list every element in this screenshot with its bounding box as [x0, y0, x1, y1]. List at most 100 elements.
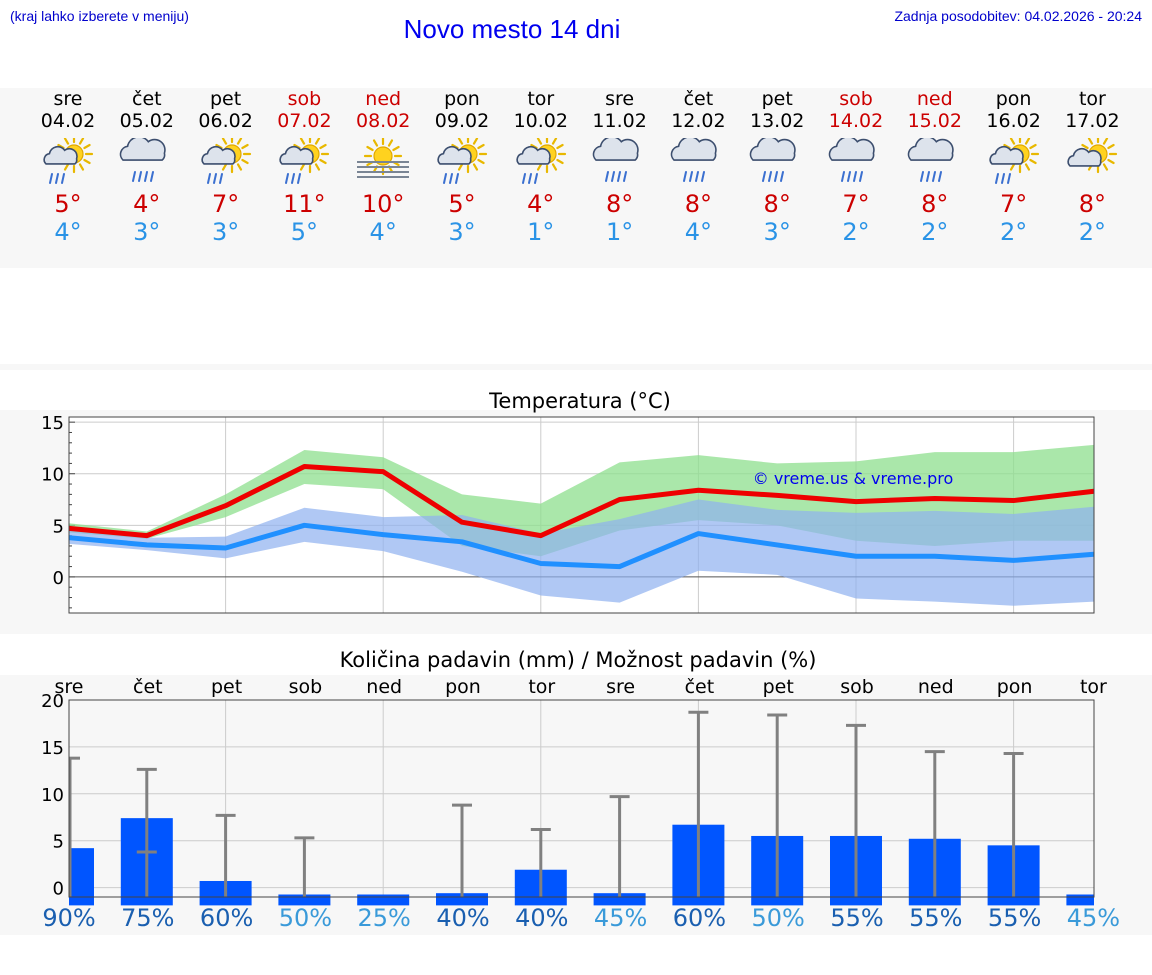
rain-drop: [1000, 173, 1005, 184]
y-tick-label: 0: [53, 568, 64, 589]
rain-drop: [683, 171, 688, 182]
sun-fog-icon: [357, 138, 410, 178]
rain-drop: [443, 173, 447, 184]
day-forecast: čet 12.02 8° 4°: [658, 88, 738, 246]
sun-ray: [472, 138, 479, 145]
x-category-label: sob: [289, 676, 323, 698]
sun-cloud-rain-icon: [989, 138, 1039, 184]
day-date: 05.02: [119, 110, 174, 132]
day-forecast: pon 09.02 5° 3°: [422, 88, 502, 246]
x-category-label: ned: [366, 676, 402, 698]
precip-bar: [69, 848, 94, 906]
rain-drop: [149, 171, 154, 182]
day-date: 09.02: [434, 110, 490, 132]
day-date: 16.02: [986, 110, 1041, 132]
rain-drop: [212, 173, 217, 184]
sun-cloud-rain-icon: [201, 138, 251, 184]
sun-ray: [315, 138, 321, 145]
temp-min: 5°: [290, 218, 319, 246]
rain-drop: [218, 173, 223, 184]
x-category-label: čet: [133, 676, 163, 698]
x-category-label: sre: [55, 676, 84, 698]
sun-ray: [236, 163, 242, 171]
day-name: tor: [527, 88, 555, 110]
temp-max: 8°: [605, 190, 634, 218]
temp-max: 7°: [999, 190, 1028, 218]
temp-max: 8°: [921, 190, 949, 218]
sun-cloud-rain-icon: [437, 138, 488, 184]
day-date: 07.02: [277, 110, 332, 132]
rain-drop: [143, 171, 148, 182]
rain-drop: [695, 171, 700, 182]
day-forecast: pet 06.02 7° 3°: [186, 88, 266, 246]
precip-bar: [593, 893, 646, 906]
day-forecast: tor 17.02 8° 2°: [1052, 88, 1132, 246]
rain-drop: [61, 173, 65, 184]
temp-max: 4°: [133, 190, 161, 218]
temp-max: 5°: [54, 190, 82, 218]
day-date: 15.02: [907, 110, 962, 132]
sun-ray: [1024, 163, 1030, 171]
sun-cloud-rain-icon: [516, 138, 566, 184]
temp-min: 2°: [999, 218, 1028, 246]
sun-ray: [477, 158, 485, 165]
sun-ray: [315, 163, 321, 171]
daily-forecast: sre 04.02 5° 4° čet 05.02 4° 3° pet 06.02 7° 3° sob 0…: [0, 88, 1152, 268]
rain-drop: [853, 171, 857, 182]
sun-ray: [477, 143, 485, 150]
rain-drop: [285, 173, 290, 184]
day-name: pon: [444, 88, 480, 110]
cloud-rain-icon: [907, 138, 954, 182]
sun-cloud-rain-icon: [201, 138, 251, 184]
precip-chart-title: Količina padavin (mm) / Možnost padavin …: [340, 648, 817, 672]
sun-ray: [457, 163, 464, 171]
rain-drop: [297, 173, 302, 184]
x-category-label: pet: [763, 676, 794, 698]
rain-drop: [616, 171, 621, 182]
day-forecast: pet 13.02 8° 3°: [737, 88, 817, 246]
sun-ray: [83, 143, 91, 150]
cloud-rain-icon: [671, 138, 718, 182]
sun-ray: [63, 138, 70, 145]
sun-ray: [240, 158, 249, 165]
rain-drop: [604, 171, 609, 182]
x-category-label: sre: [606, 676, 635, 698]
rain-drop: [131, 171, 136, 182]
precip-bar: [436, 893, 488, 906]
rain-drop: [449, 173, 453, 184]
precip-probability: 25%: [358, 904, 411, 932]
cloud-rain-icon: [828, 138, 875, 182]
day-name: sre: [53, 88, 83, 110]
cloud-shape: [592, 138, 639, 161]
precip-probability: 45%: [594, 904, 647, 932]
sun-ray: [83, 158, 91, 165]
day-date: 14.02: [828, 110, 884, 132]
temp-min: 3°: [211, 218, 240, 246]
precip-probability: 45%: [1067, 904, 1120, 932]
cloud-shape: [516, 145, 551, 165]
precipitation-chart: Količina padavin (mm) / Možnost padavin …: [41, 648, 1120, 932]
y-tick-label: 15: [41, 738, 64, 759]
sun-cloud-rain-icon: [989, 138, 1039, 184]
sun-ray: [1103, 163, 1109, 171]
rain-drop: [780, 171, 785, 182]
temp-min: 1°: [527, 218, 555, 246]
rain-drop: [291, 173, 296, 184]
precip-probability: 55%: [909, 904, 962, 932]
cloud-rain-icon: [749, 138, 796, 182]
cloud-shape: [279, 145, 315, 165]
sun-ray: [1088, 138, 1094, 145]
rain-drop: [689, 171, 694, 182]
rain-drop: [1006, 173, 1011, 184]
y-tick-label: 5: [53, 832, 64, 853]
precip-probability: 50%: [279, 904, 332, 932]
sun-ray: [556, 143, 564, 150]
rain-drop: [527, 173, 532, 184]
precip-probability: 75%: [121, 904, 174, 932]
y-tick-label: 5: [53, 516, 64, 537]
temp-min: 3°: [763, 218, 791, 246]
sun-ray: [78, 138, 85, 145]
day-name: pet: [209, 88, 242, 110]
sun-cloud-rain-icon: [43, 138, 94, 184]
precip-probability: 40%: [515, 904, 568, 932]
